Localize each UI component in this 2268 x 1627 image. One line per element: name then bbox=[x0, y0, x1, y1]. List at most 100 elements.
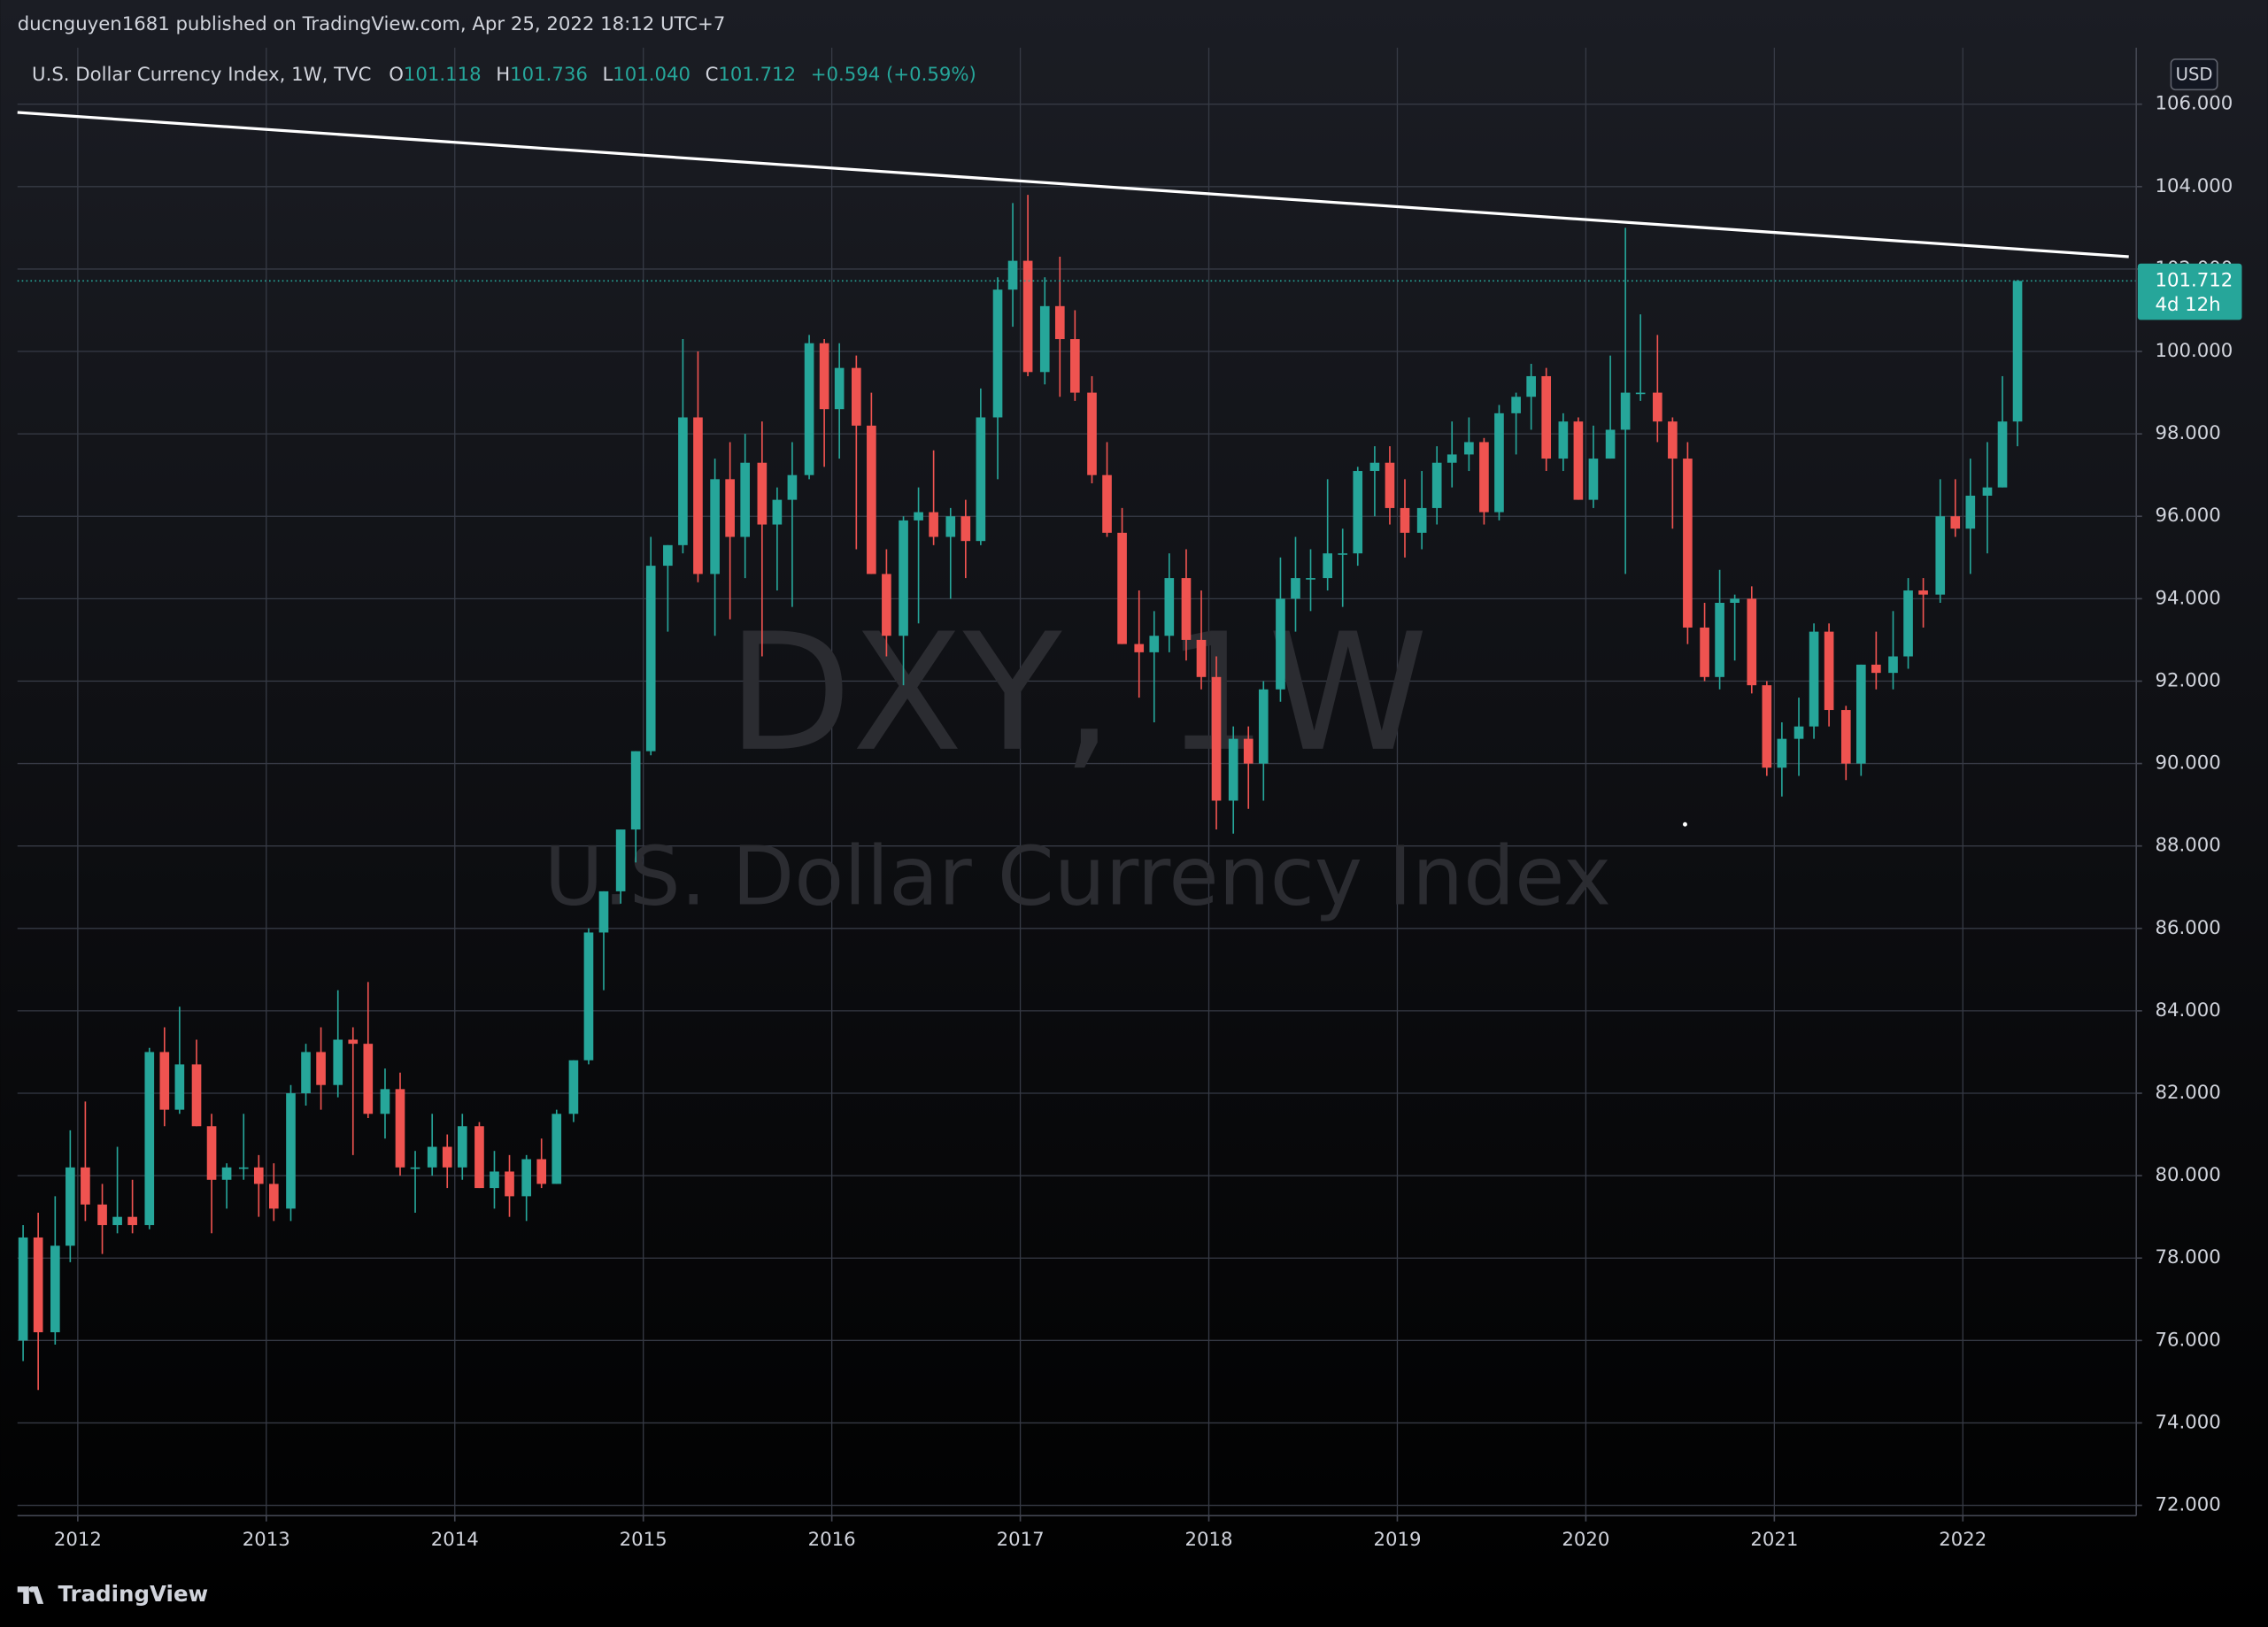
candle-body bbox=[1965, 495, 1976, 529]
candle-body bbox=[316, 1052, 326, 1085]
candle-body bbox=[1276, 598, 1285, 690]
watermark-symbol: DXY, 1W bbox=[727, 599, 1428, 788]
currency-label: USD bbox=[2176, 64, 2213, 84]
legend-change: +0.594 (+0.59%) bbox=[811, 64, 976, 86]
candle-body bbox=[253, 1167, 264, 1184]
candle-body bbox=[1511, 397, 1521, 413]
candle-body bbox=[1087, 392, 1097, 475]
candle-body bbox=[1982, 487, 1993, 496]
publish-header: ducnguyen1681 published on TradingView.c… bbox=[18, 13, 726, 35]
candle-body bbox=[757, 462, 768, 525]
candle-body bbox=[1573, 421, 1584, 500]
candle-body bbox=[1620, 392, 1631, 430]
candle-body bbox=[1039, 305, 1050, 373]
logo-dot bbox=[28, 1586, 35, 1592]
candle-body bbox=[1007, 260, 1018, 290]
y-tick-label: 96.000 bbox=[2155, 505, 2220, 527]
y-tick-label: 90.000 bbox=[2155, 752, 2220, 775]
y-tick-label: 76.000 bbox=[2155, 1329, 2220, 1351]
candle-body bbox=[1888, 656, 1898, 674]
candle-body bbox=[693, 417, 703, 574]
candle-body bbox=[1855, 664, 1866, 764]
candle-body bbox=[127, 1216, 137, 1225]
candle-body bbox=[960, 516, 971, 542]
y-tick-label: 72.000 bbox=[2155, 1494, 2220, 1516]
x-tick-label: 2012 bbox=[54, 1529, 102, 1551]
candle-body bbox=[442, 1146, 452, 1168]
candle-body bbox=[112, 1216, 122, 1225]
footer-logo bbox=[17, 1586, 44, 1604]
countdown-label: 4d 12h bbox=[2155, 294, 2220, 316]
candle-body bbox=[286, 1093, 296, 1209]
y-tick-label: 98.000 bbox=[2155, 422, 2220, 444]
candle-body bbox=[238, 1167, 249, 1169]
candle-body bbox=[206, 1126, 217, 1180]
candle-body bbox=[678, 417, 688, 545]
candle-body bbox=[787, 474, 798, 500]
candle-body bbox=[1258, 689, 1269, 764]
candle-body bbox=[663, 544, 673, 567]
candle-body bbox=[1794, 726, 1804, 739]
candle-body bbox=[1369, 462, 1380, 472]
y-tick-label: 78.000 bbox=[2155, 1246, 2220, 1268]
candle-body bbox=[50, 1245, 60, 1333]
y-tick-label: 106.000 bbox=[2155, 93, 2233, 115]
x-tick-label: 2019 bbox=[1373, 1529, 1421, 1551]
x-tick-label: 2020 bbox=[1562, 1529, 1609, 1551]
candle-body bbox=[1211, 676, 1222, 801]
candle-body bbox=[395, 1089, 405, 1168]
candle-body bbox=[1494, 413, 1504, 513]
candle-body bbox=[1338, 553, 1348, 555]
candle-body bbox=[536, 1159, 547, 1184]
legend-label: O bbox=[389, 64, 404, 86]
last-price-label: 101.712 bbox=[2155, 269, 2233, 291]
x-tick-label: 2022 bbox=[1939, 1529, 1986, 1551]
candle-body bbox=[1385, 462, 1395, 508]
candle-body bbox=[1464, 442, 1474, 455]
candle-body bbox=[1918, 590, 1928, 595]
legend-label: L bbox=[602, 64, 613, 86]
candle-body bbox=[630, 751, 641, 830]
candle-body bbox=[521, 1159, 531, 1197]
candle-body bbox=[1181, 578, 1192, 640]
candle-body bbox=[1653, 392, 1662, 422]
candle-body bbox=[81, 1167, 90, 1205]
candle-body bbox=[772, 499, 783, 525]
y-tick-label: 84.000 bbox=[2155, 999, 2220, 1022]
candle-body bbox=[333, 1039, 343, 1085]
watermark-description: U.S. Dollar Currency Index bbox=[544, 829, 1611, 923]
x-tick-label: 2017 bbox=[997, 1529, 1045, 1551]
candle-body bbox=[269, 1184, 279, 1209]
candle-body bbox=[710, 479, 720, 574]
y-tick-label: 82.000 bbox=[2155, 1082, 2220, 1104]
candle-body bbox=[1400, 507, 1410, 533]
x-tick-label: 2016 bbox=[808, 1529, 856, 1551]
candle-body bbox=[1903, 590, 1913, 657]
x-tick-label: 2018 bbox=[1185, 1529, 1233, 1551]
candle-body bbox=[583, 932, 594, 1060]
y-tick-label: 80.000 bbox=[2155, 1164, 2220, 1186]
candle-body bbox=[914, 512, 923, 520]
candle-body bbox=[1431, 462, 1442, 508]
candle-body bbox=[615, 829, 626, 891]
x-tick-label: 2015 bbox=[620, 1529, 667, 1551]
candle-body bbox=[882, 574, 891, 636]
candle-body bbox=[867, 425, 876, 574]
candle-body bbox=[834, 367, 845, 410]
x-tick-label: 2013 bbox=[243, 1529, 290, 1551]
currency-box[interactable] bbox=[2170, 58, 2218, 91]
candle-body bbox=[33, 1237, 43, 1333]
candle-body bbox=[18, 1237, 28, 1341]
candle-body bbox=[380, 1089, 390, 1114]
candle-body bbox=[1683, 459, 1693, 628]
candle-body bbox=[1306, 578, 1315, 580]
candle-body bbox=[740, 462, 751, 537]
candle-body bbox=[97, 1204, 107, 1225]
candle-body bbox=[1730, 598, 1740, 604]
legend-value: 101.736 bbox=[510, 64, 588, 86]
trend-line bbox=[17, 111, 2129, 258]
candle-body bbox=[1102, 474, 1112, 533]
candle-body bbox=[1070, 339, 1080, 393]
y-tick-label: 88.000 bbox=[2155, 835, 2220, 857]
